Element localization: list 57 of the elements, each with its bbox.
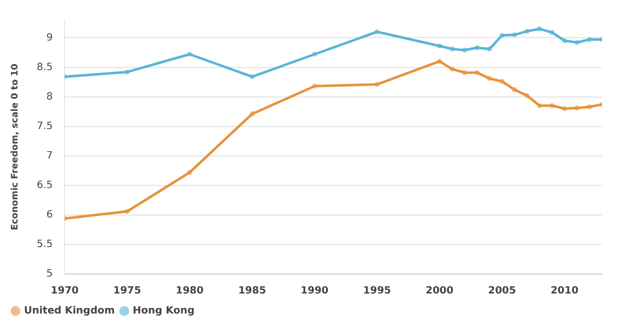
point bbox=[550, 30, 555, 35]
point bbox=[187, 52, 192, 57]
point bbox=[374, 82, 380, 87]
point bbox=[587, 104, 592, 110]
legend-label: Hong Kong bbox=[132, 306, 194, 317]
point bbox=[550, 103, 555, 108]
y-tick-label: 8 bbox=[46, 91, 53, 102]
y-tick-label: 6.5 bbox=[36, 180, 53, 191]
point bbox=[437, 58, 442, 64]
point bbox=[537, 26, 542, 32]
point bbox=[124, 208, 130, 214]
x-tick-label: 2005 bbox=[488, 286, 516, 297]
point bbox=[587, 36, 592, 42]
y-tick-label: 6 bbox=[46, 210, 53, 221]
legend-label: United Kingdom bbox=[24, 306, 115, 317]
point bbox=[474, 70, 480, 76]
point bbox=[124, 69, 130, 74]
x-tick-label: 2010 bbox=[550, 286, 578, 297]
x-tick-label: 1975 bbox=[113, 286, 142, 297]
x-tick-label: 1980 bbox=[176, 286, 204, 297]
point bbox=[462, 48, 468, 53]
point bbox=[374, 29, 380, 34]
point bbox=[250, 74, 255, 80]
point bbox=[562, 38, 568, 44]
point bbox=[574, 40, 580, 45]
x-tick-label: 1995 bbox=[363, 286, 392, 297]
point bbox=[312, 84, 318, 89]
x-tick-label: 1985 bbox=[238, 286, 266, 297]
y-tick-label: 9 bbox=[46, 32, 53, 44]
point bbox=[562, 106, 568, 112]
point bbox=[500, 32, 505, 38]
point bbox=[512, 32, 518, 38]
y-tick-label: 7.5 bbox=[36, 120, 53, 132]
point bbox=[500, 78, 505, 84]
point bbox=[474, 45, 480, 50]
point bbox=[487, 76, 492, 81]
point bbox=[524, 28, 530, 34]
y-tick-label: 5.5 bbox=[36, 239, 53, 250]
point bbox=[312, 52, 318, 57]
point bbox=[250, 111, 255, 116]
point bbox=[450, 66, 455, 72]
point bbox=[487, 46, 492, 52]
point bbox=[450, 46, 455, 52]
y-tick-label: 5 bbox=[46, 268, 53, 280]
x-tick-label: 1990 bbox=[300, 286, 329, 297]
point bbox=[512, 87, 518, 92]
point bbox=[524, 93, 530, 98]
point bbox=[187, 170, 192, 175]
point bbox=[574, 106, 580, 111]
y-axis-title: Economic Freedom, scale 0 to 10 bbox=[10, 64, 21, 230]
point bbox=[462, 70, 468, 76]
y-tick-label: 8.5 bbox=[36, 62, 53, 73]
y-tick-label: 7 bbox=[46, 150, 53, 162]
x-tick-label: 2000 bbox=[426, 286, 454, 297]
point bbox=[437, 43, 442, 48]
x-tick-label: 1970 bbox=[50, 286, 79, 297]
point bbox=[537, 103, 542, 108]
